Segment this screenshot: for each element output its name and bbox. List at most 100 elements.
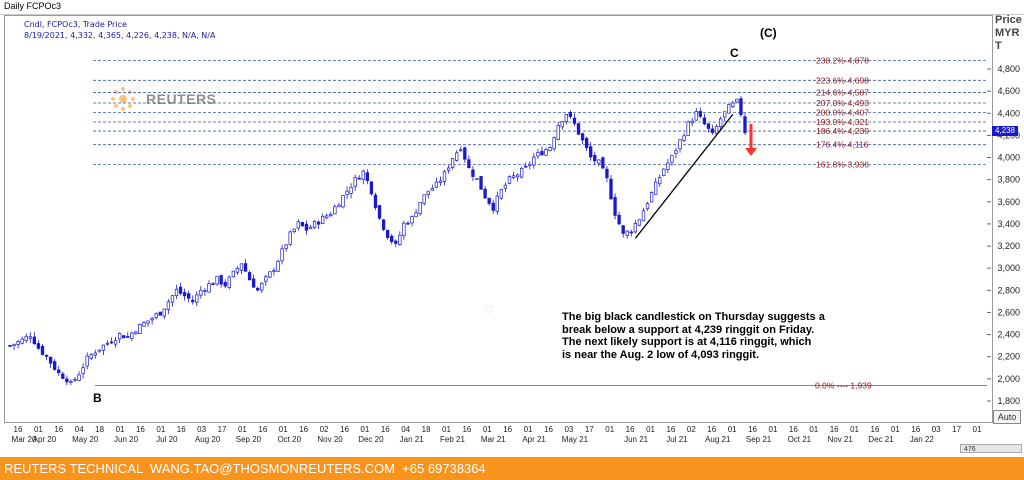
candle-body — [398, 234, 402, 245]
candle-body — [304, 223, 309, 231]
candle-body — [353, 177, 357, 187]
y-tick-label: 2,200 — [997, 352, 1020, 362]
candle-body — [694, 111, 698, 121]
candle-body — [584, 138, 589, 149]
candle-body — [333, 206, 337, 215]
x-tick-month: Aug 20 — [195, 435, 221, 444]
unit-axis-title: T — [995, 40, 1002, 52]
candle-body — [548, 147, 552, 151]
x-tick-month: Jun 21 — [624, 435, 649, 444]
candle-body — [361, 170, 365, 180]
candle-body — [491, 202, 495, 211]
candle-body — [666, 162, 670, 170]
candle-body — [528, 163, 532, 166]
candle-body — [418, 202, 422, 215]
x-tick-month: Jun 20 — [114, 435, 139, 444]
candle-body — [296, 221, 300, 229]
candle-body — [503, 184, 508, 189]
candle-body — [463, 147, 467, 160]
candle-body — [81, 367, 85, 375]
candle-body — [268, 271, 272, 278]
candle-body — [365, 172, 370, 182]
x-tick-day: 16 — [626, 425, 635, 434]
candle-body — [702, 117, 707, 125]
candle-body — [28, 336, 32, 339]
x-tick-month: Apr 20 — [33, 435, 57, 444]
candle-body — [166, 301, 171, 310]
window-titlebar: Daily FCPOc3 — [0, 0, 1024, 15]
x-tick-day: 01 — [524, 425, 533, 434]
candle-body — [710, 128, 715, 133]
candle-body — [475, 178, 479, 180]
x-tick-day: 01 — [728, 425, 737, 434]
candle-body — [170, 295, 175, 303]
x-tick-day: 03 — [564, 425, 573, 434]
commentary-line-2: break below a support at 4,239 ringgit o… — [562, 323, 815, 336]
candle-body — [714, 125, 719, 135]
candle-body — [187, 293, 191, 299]
candle-body — [182, 292, 187, 297]
fib-level-label: 186.4%-4,239 — [816, 126, 869, 136]
candle-body — [731, 102, 735, 108]
commentary-line-4: is near the Aug. 2 low of 4,093 ringgit. — [562, 348, 760, 361]
currency-axis-title: MYR — [995, 27, 1020, 39]
x-tick-day: 01 — [156, 425, 165, 434]
candle-body — [422, 194, 426, 204]
y-tick-label: 4,400 — [997, 108, 1020, 118]
candle-body — [536, 152, 540, 157]
x-tick-day: 16 — [748, 425, 757, 434]
candle-body — [101, 344, 106, 351]
candle-body — [12, 343, 16, 347]
candle-body — [641, 210, 646, 222]
candle-body — [321, 215, 325, 224]
x-tick-day: 16 — [911, 425, 920, 434]
candle-body — [113, 340, 118, 345]
time-scrollbar[interactable]: 476 — [960, 444, 1022, 453]
x-tick-day: 02 — [320, 425, 329, 434]
y-tick-label: 2,600 — [997, 307, 1020, 317]
candle-body — [174, 288, 179, 297]
candle-body — [653, 181, 658, 195]
candle-body — [727, 104, 731, 114]
candle-body — [138, 324, 142, 334]
candle-body — [552, 137, 556, 150]
auto-scale-button[interactable]: Auto — [993, 410, 1021, 424]
candle-body — [154, 313, 158, 319]
wave-label-c: C — [730, 46, 739, 60]
footer-bar: REUTERS TECHNICAL WANG.TAO@THOSMONREUTER… — [0, 457, 1024, 480]
x-tick-day: 16 — [544, 425, 553, 434]
x-tick-day: 16 — [503, 425, 512, 434]
candle-body — [52, 361, 57, 370]
candle-body — [105, 342, 110, 345]
x-tick-month: Jan 22 — [910, 435, 935, 444]
candle-body — [223, 281, 227, 287]
x-tick-day: 01 — [646, 425, 655, 434]
candle-body — [446, 167, 451, 171]
candle-body — [572, 117, 577, 124]
footer-contact: REUTERS TECHNICAL WANG.TAO@THOSMONREUTER… — [4, 461, 486, 476]
x-tick-day: 01 — [809, 425, 818, 434]
candle-body — [158, 311, 162, 316]
commentary-line-3: The next likely support is at 4,116 ring… — [562, 336, 812, 348]
candle-body — [272, 270, 276, 272]
x-tick-month: Jan 21 — [400, 435, 425, 444]
candle-body — [61, 373, 65, 379]
candle-body — [442, 171, 447, 182]
candle-body — [743, 116, 747, 134]
x-tick-month: Sep 20 — [236, 435, 262, 444]
candle-body — [568, 112, 573, 117]
candle-body — [48, 356, 53, 364]
candle-body — [288, 231, 292, 245]
x-tick-month: Jul 20 — [156, 435, 178, 444]
x-tick-day: 17 — [218, 425, 227, 434]
x-tick-day: 16 — [707, 425, 716, 434]
candle-body — [308, 226, 313, 230]
candle-body — [625, 230, 629, 237]
candle-body — [735, 98, 739, 103]
x-tick-day: 01 — [605, 425, 614, 434]
x-tick-day: 16 — [14, 425, 23, 434]
candle-body — [613, 197, 617, 216]
x-tick-month: Apr 21 — [522, 435, 546, 444]
candle-body — [178, 286, 183, 294]
candle-body — [524, 165, 528, 168]
